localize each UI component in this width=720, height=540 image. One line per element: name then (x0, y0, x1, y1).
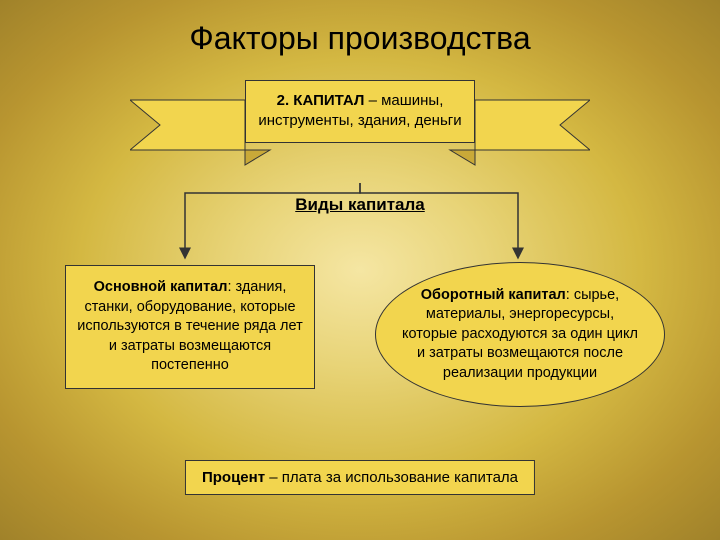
banner-box: 2. КАПИТАЛ – машины, инструменты, здания… (245, 80, 475, 143)
right-oval: Оборотный капитал: сырье, материалы, эне… (375, 262, 665, 407)
bottom-box: Процент – плата за использование капитал… (185, 460, 535, 495)
bottom-text: – плата за использование капитала (265, 469, 518, 486)
left-box-bold: Основной капитал (94, 279, 228, 295)
banner-ribbon: 2. КАПИТАЛ – машины, инструменты, здания… (130, 80, 590, 180)
slide-title: Факторы производства (0, 0, 720, 57)
right-oval-bold: Оборотный капитал (421, 287, 566, 303)
branch-arrows (130, 183, 590, 263)
left-box: Основной капитал: здания, станки, оборуд… (65, 265, 315, 389)
bottom-bold: Процент (202, 469, 265, 486)
banner-bold: 2. КАПИТАЛ (277, 92, 365, 109)
